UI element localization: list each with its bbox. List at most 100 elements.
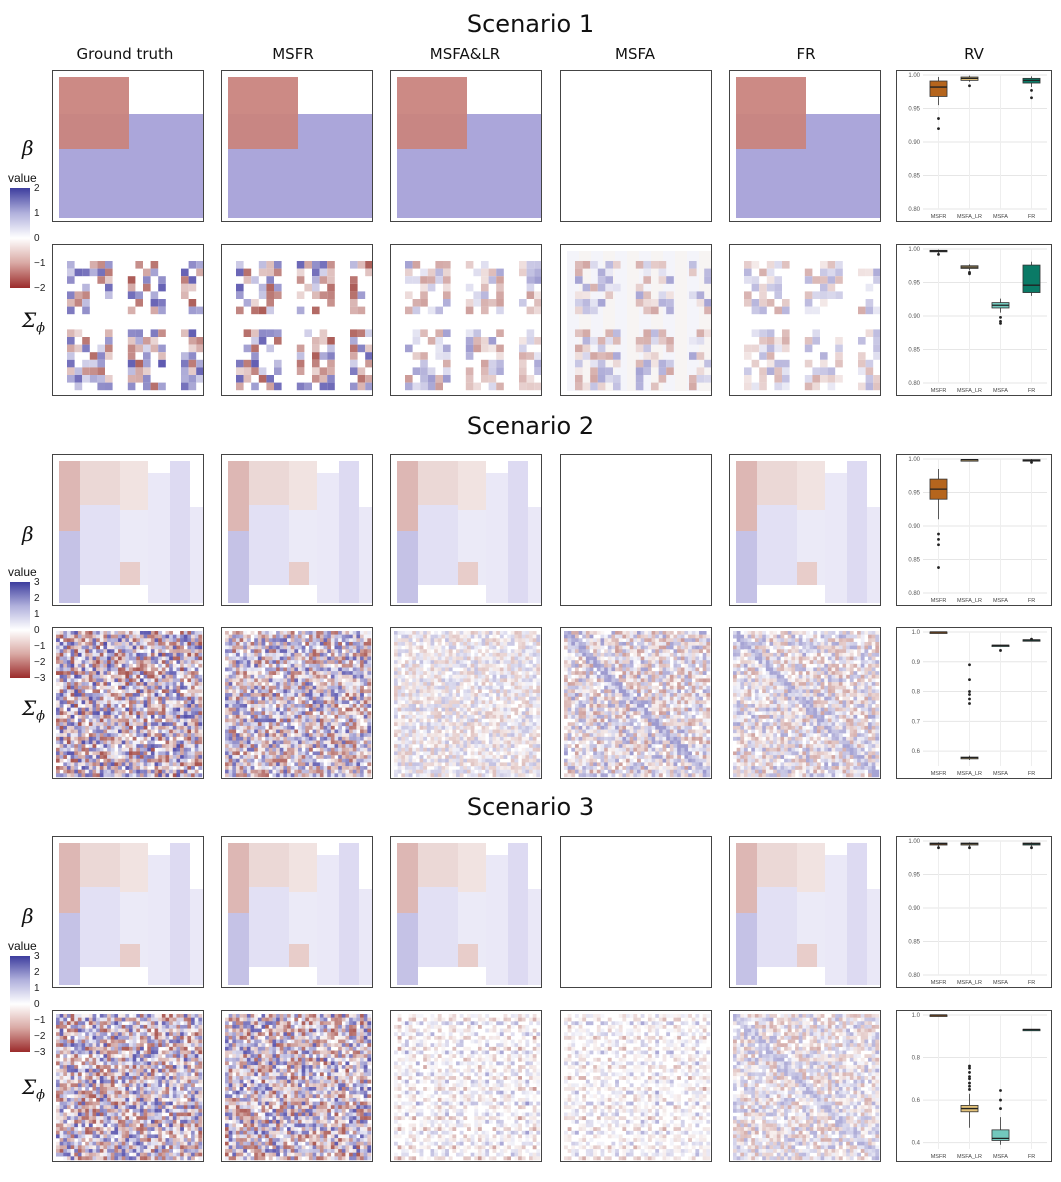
sigma-cell bbox=[257, 689, 262, 694]
sigma-cell bbox=[225, 634, 229, 639]
sigma-cell bbox=[294, 638, 299, 643]
sigma-cell bbox=[445, 700, 449, 705]
sigma-cell bbox=[143, 747, 148, 752]
sigma-cell bbox=[74, 367, 83, 375]
sigma-cell bbox=[261, 773, 266, 778]
sigma-cell bbox=[301, 649, 306, 654]
beta-block bbox=[317, 473, 339, 603]
sigma-cell bbox=[236, 261, 244, 269]
sigma-cell bbox=[187, 649, 192, 654]
sigma-cell bbox=[107, 718, 111, 723]
sigma-cell bbox=[103, 685, 108, 690]
sigma-cell bbox=[103, 689, 108, 694]
sigma-cell bbox=[496, 744, 501, 748]
sigma-cell bbox=[261, 707, 266, 712]
sigma-cell bbox=[430, 645, 435, 650]
sigma-cell bbox=[360, 652, 364, 657]
sigma-cell bbox=[465, 382, 474, 391]
sigma-cell bbox=[443, 283, 451, 292]
sigma-cell bbox=[257, 729, 262, 734]
sigma-cell bbox=[176, 671, 181, 675]
sigma-cell bbox=[250, 652, 255, 657]
sigma-cell bbox=[488, 276, 497, 284]
sigma-cell bbox=[301, 656, 306, 661]
sigma-cell bbox=[180, 762, 184, 767]
sigma-cell bbox=[312, 693, 317, 697]
sigma-cell bbox=[129, 682, 133, 686]
sigma-cell bbox=[426, 696, 431, 701]
sigma-cell bbox=[121, 751, 126, 756]
sigma-cell bbox=[125, 689, 130, 694]
sigma-cell bbox=[194, 755, 199, 759]
sigma-cell bbox=[82, 337, 90, 345]
sigma-cell bbox=[180, 634, 184, 639]
sigma-cell bbox=[582, 299, 591, 307]
sigma-cell bbox=[397, 704, 402, 708]
sigma-cell bbox=[121, 704, 126, 708]
sigma-cell bbox=[744, 291, 752, 299]
sigma-cell bbox=[172, 707, 177, 712]
sigma-cell bbox=[766, 299, 775, 307]
sigma-cell bbox=[356, 660, 361, 665]
sigma-cell bbox=[191, 758, 195, 763]
sigma-cell bbox=[408, 656, 413, 661]
sigma-cell bbox=[150, 678, 155, 683]
sigma-cell bbox=[521, 671, 526, 675]
sigma-cell bbox=[127, 291, 136, 299]
sigma-cell bbox=[858, 359, 866, 368]
sigma-cell bbox=[228, 751, 233, 756]
sigma-cell bbox=[301, 678, 306, 683]
sigma-cell bbox=[235, 649, 240, 654]
sigma-cell bbox=[232, 700, 237, 705]
sigma-cell bbox=[327, 283, 335, 292]
sigma-cell bbox=[107, 714, 111, 719]
heatmap-svg bbox=[228, 77, 372, 218]
sigma-cell bbox=[448, 682, 453, 686]
sigma-cell bbox=[232, 733, 237, 738]
sigma-cell bbox=[488, 696, 493, 701]
sigma-cell bbox=[499, 674, 504, 679]
sigma-cell bbox=[198, 733, 203, 738]
sigma-cell bbox=[147, 674, 152, 679]
column-ground-truth: Ground truth bbox=[76, 45, 174, 63]
sigma-cell bbox=[239, 707, 244, 712]
sigma-cell bbox=[158, 660, 163, 665]
sigma-cell bbox=[194, 649, 199, 654]
sigma-cell bbox=[296, 352, 305, 360]
sigma-cell bbox=[139, 751, 144, 756]
sigma-cell bbox=[635, 344, 644, 353]
sigma-cell bbox=[187, 773, 192, 778]
sigma-cell bbox=[305, 729, 310, 734]
sigma-cell bbox=[319, 766, 324, 770]
sigma-cell bbox=[404, 634, 409, 639]
sigma-cell bbox=[459, 704, 464, 708]
sigma-cell bbox=[437, 649, 442, 654]
sigma-cell bbox=[452, 656, 457, 661]
sigma-cell bbox=[492, 663, 497, 668]
sigma-cell bbox=[132, 700, 137, 705]
sigma-cell bbox=[276, 641, 280, 646]
sigma-cell bbox=[96, 725, 100, 730]
sigma-cell bbox=[250, 700, 255, 705]
sigma-cell bbox=[246, 769, 251, 774]
sigma-cell bbox=[125, 674, 130, 679]
sigma-cell bbox=[308, 693, 313, 697]
sigma-cell bbox=[172, 649, 177, 654]
sigma-cell bbox=[246, 641, 251, 646]
sigma-cell bbox=[147, 751, 152, 756]
sigma-cell bbox=[158, 718, 163, 723]
sigma-cell bbox=[415, 645, 420, 650]
sigma-cell bbox=[150, 747, 155, 752]
sigma-cell bbox=[239, 755, 244, 759]
sigma-cell bbox=[394, 663, 398, 668]
sigma-cell bbox=[452, 641, 457, 646]
sigma-cell bbox=[774, 283, 782, 292]
sigma-cell bbox=[228, 663, 233, 668]
sigma-cell bbox=[296, 276, 305, 284]
sigma-cell bbox=[154, 773, 159, 778]
beta-block bbox=[458, 461, 486, 510]
sigma-cell bbox=[287, 678, 291, 683]
sigma-cell bbox=[445, 725, 449, 730]
sigma-cell bbox=[441, 663, 446, 668]
beta-block bbox=[867, 507, 880, 603]
